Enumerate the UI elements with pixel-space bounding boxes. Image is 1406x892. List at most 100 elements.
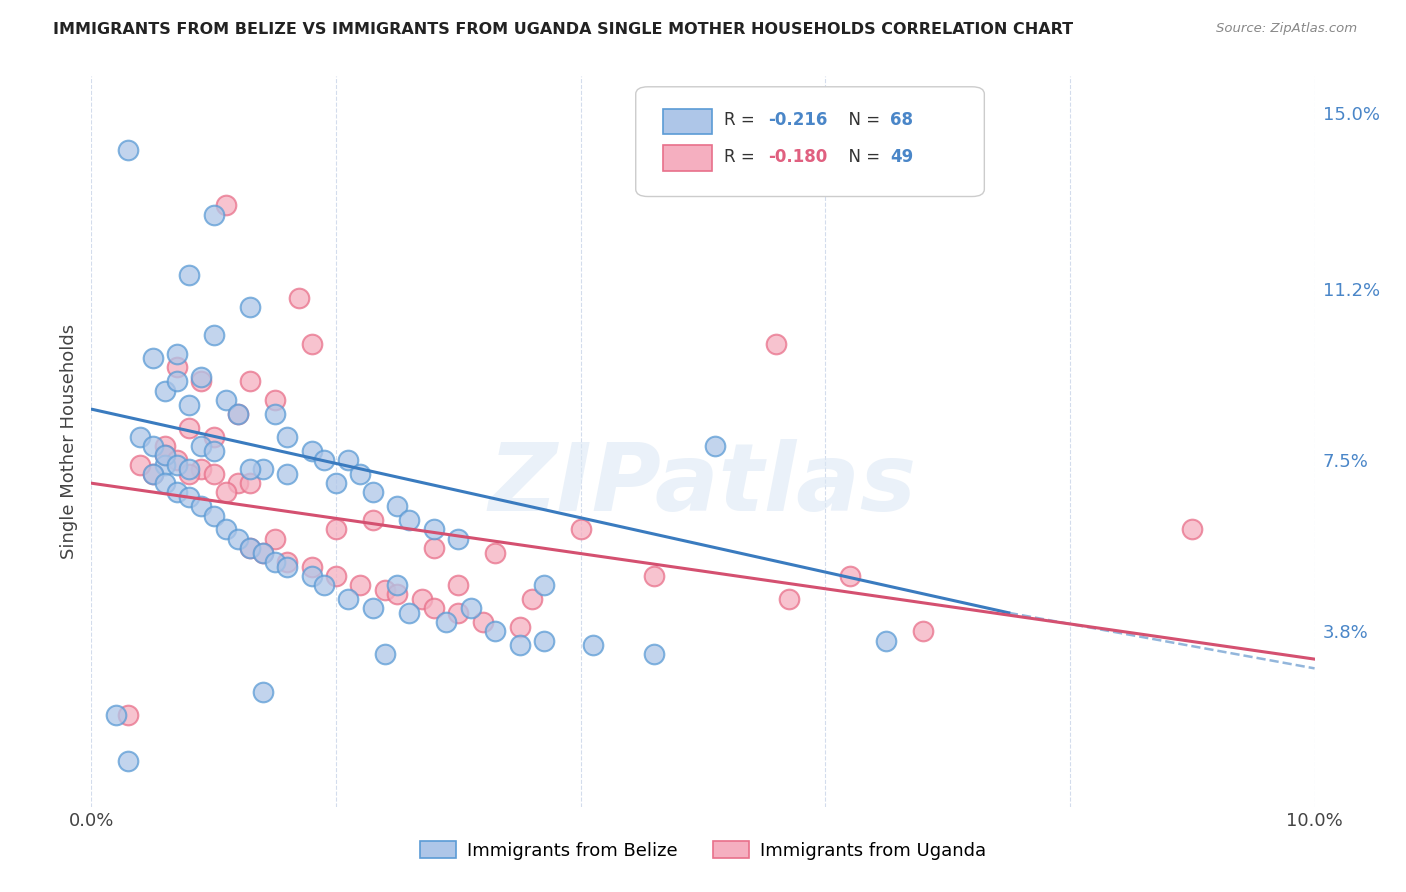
- Point: [179, 490, 201, 504]
- Point: [226, 476, 249, 491]
- Point: [434, 615, 457, 629]
- Point: [385, 587, 409, 601]
- Point: [398, 606, 420, 620]
- Point: [226, 407, 249, 421]
- Point: [252, 684, 274, 698]
- Point: [179, 462, 201, 476]
- Point: [129, 458, 152, 472]
- Text: Source: ZipAtlas.com: Source: ZipAtlas.com: [1216, 22, 1357, 36]
- Point: [117, 143, 139, 157]
- Point: [153, 439, 176, 453]
- Point: [447, 532, 470, 546]
- Point: [202, 508, 225, 523]
- Point: [117, 707, 139, 722]
- Point: [838, 569, 860, 583]
- Point: [875, 633, 898, 648]
- Point: [361, 601, 384, 615]
- Point: [312, 453, 335, 467]
- FancyBboxPatch shape: [662, 145, 711, 171]
- Text: IMMIGRANTS FROM BELIZE VS IMMIGRANTS FROM UGANDA SINGLE MOTHER HOUSEHOLDS CORREL: IMMIGRANTS FROM BELIZE VS IMMIGRANTS FRO…: [53, 22, 1074, 37]
- Point: [264, 392, 287, 407]
- Point: [325, 476, 347, 491]
- Text: 49: 49: [890, 148, 914, 166]
- Point: [325, 569, 347, 583]
- Text: -0.216: -0.216: [768, 112, 827, 129]
- FancyBboxPatch shape: [662, 109, 711, 135]
- Point: [374, 582, 396, 597]
- Y-axis label: Single Mother Households: Single Mother Households: [59, 324, 77, 559]
- Point: [153, 476, 176, 491]
- Point: [179, 268, 201, 282]
- Point: [301, 443, 323, 458]
- Point: [374, 648, 396, 662]
- Point: [301, 559, 323, 574]
- Point: [166, 346, 188, 360]
- Point: [1181, 523, 1204, 537]
- Point: [349, 467, 371, 481]
- Text: 68: 68: [890, 112, 912, 129]
- Point: [533, 578, 555, 592]
- Point: [215, 392, 238, 407]
- Point: [582, 638, 605, 652]
- Point: [117, 754, 139, 768]
- Point: [509, 638, 531, 652]
- Point: [239, 476, 262, 491]
- Point: [471, 615, 494, 629]
- Point: [447, 606, 470, 620]
- Point: [569, 523, 592, 537]
- Point: [190, 375, 212, 389]
- Point: [141, 351, 163, 366]
- Point: [215, 198, 238, 212]
- Point: [239, 375, 262, 389]
- Point: [239, 541, 262, 555]
- Point: [509, 620, 531, 634]
- Point: [239, 462, 262, 476]
- Point: [533, 633, 555, 648]
- Point: [252, 546, 274, 560]
- Point: [239, 300, 262, 314]
- Point: [104, 707, 127, 722]
- Point: [337, 591, 360, 606]
- Text: ZIPatlas: ZIPatlas: [489, 440, 917, 532]
- Point: [153, 449, 176, 463]
- Point: [190, 439, 212, 453]
- Point: [288, 291, 311, 305]
- Point: [643, 648, 665, 662]
- Point: [385, 578, 409, 592]
- Legend: Immigrants from Belize, Immigrants from Uganda: Immigrants from Belize, Immigrants from …: [412, 834, 994, 867]
- Text: N =: N =: [838, 148, 884, 166]
- Point: [190, 462, 212, 476]
- Point: [202, 443, 225, 458]
- Point: [325, 523, 347, 537]
- Text: R =: R =: [724, 112, 759, 129]
- Point: [141, 467, 163, 481]
- Point: [252, 462, 274, 476]
- Point: [301, 569, 323, 583]
- Point: [215, 485, 238, 500]
- Point: [166, 360, 188, 375]
- Text: N =: N =: [838, 112, 884, 129]
- Point: [484, 624, 506, 639]
- Point: [179, 420, 201, 434]
- Point: [264, 555, 287, 569]
- Point: [643, 569, 665, 583]
- Point: [202, 208, 225, 222]
- Point: [276, 559, 298, 574]
- Point: [301, 337, 323, 351]
- Point: [153, 458, 176, 472]
- Point: [361, 513, 384, 527]
- Point: [337, 453, 360, 467]
- Point: [141, 467, 163, 481]
- Point: [912, 624, 935, 639]
- Point: [447, 578, 470, 592]
- Point: [385, 500, 409, 514]
- Point: [202, 467, 225, 481]
- Point: [153, 449, 176, 463]
- Point: [411, 591, 433, 606]
- Text: -0.180: -0.180: [768, 148, 827, 166]
- Point: [226, 407, 249, 421]
- Point: [423, 523, 446, 537]
- Point: [423, 601, 446, 615]
- Point: [778, 591, 800, 606]
- FancyBboxPatch shape: [636, 87, 984, 196]
